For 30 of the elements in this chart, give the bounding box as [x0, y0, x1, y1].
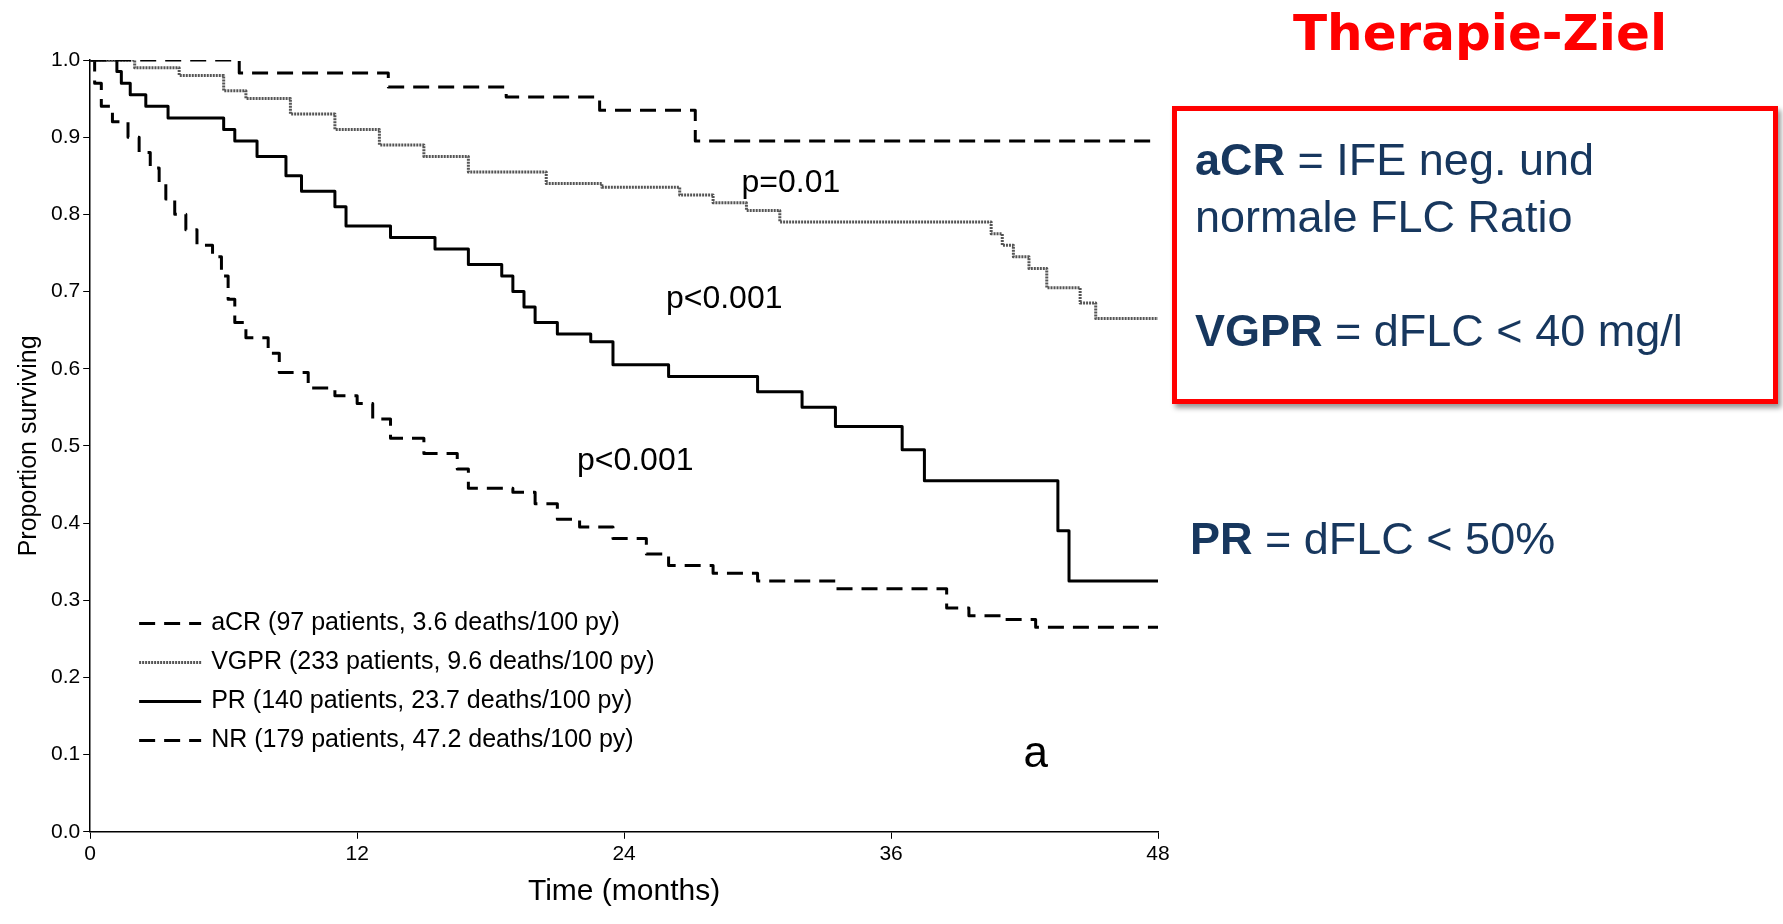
x-tick-label: 24: [612, 841, 637, 865]
y-tick-label: 1.0: [50, 46, 81, 70]
text: Therapie-Ziel: [1291, 4, 1669, 62]
legend-label: aCR (97 patients, 3.6 deaths/100 py): [211, 607, 620, 636]
text: VGPR = dFLC < 40 mg/l: [1195, 305, 1683, 356]
y-tick-label: 0.0: [50, 818, 81, 842]
y-tick-label: 0.7: [50, 278, 81, 302]
text: PR = dFLC < 50%: [1190, 513, 1556, 564]
legend-label: VGPR (233 patients, 9.6 deaths/100 py): [211, 646, 655, 675]
legend-label: PR (140 patients, 23.7 deaths/100 py): [211, 685, 633, 714]
y-tick-label: 0.8: [50, 201, 81, 225]
annotation: p<0.001: [576, 441, 694, 478]
y-tick-label: 0.4: [50, 509, 81, 533]
legend-label: NR (179 patients, 47.2 deaths/100 py): [211, 724, 634, 753]
x-tick-label: 12: [345, 841, 369, 865]
y-tick-label: 0.6: [50, 355, 81, 379]
y-tick-label: 0.5: [50, 432, 81, 456]
x-tick-label: 36: [879, 841, 903, 865]
y-tick-label: 0.3: [50, 587, 81, 611]
x-axis-title: Time (months): [527, 873, 721, 907]
annotation: a: [1023, 726, 1049, 776]
x-tick-label: 0: [84, 841, 97, 865]
y-tick-label: 0.1: [50, 741, 81, 765]
x-tick-label: 48: [1146, 841, 1170, 865]
text: aCR = IFE neg. und normale FLC Ratio: [1195, 134, 1594, 242]
annotation: p<0.001: [665, 279, 783, 316]
y-tick-label: 0.9: [50, 123, 81, 147]
y-axis-title: Proportion surviving: [12, 335, 41, 557]
annotation: p=0.01: [741, 163, 841, 200]
y-tick-label: 0.2: [50, 664, 81, 688]
